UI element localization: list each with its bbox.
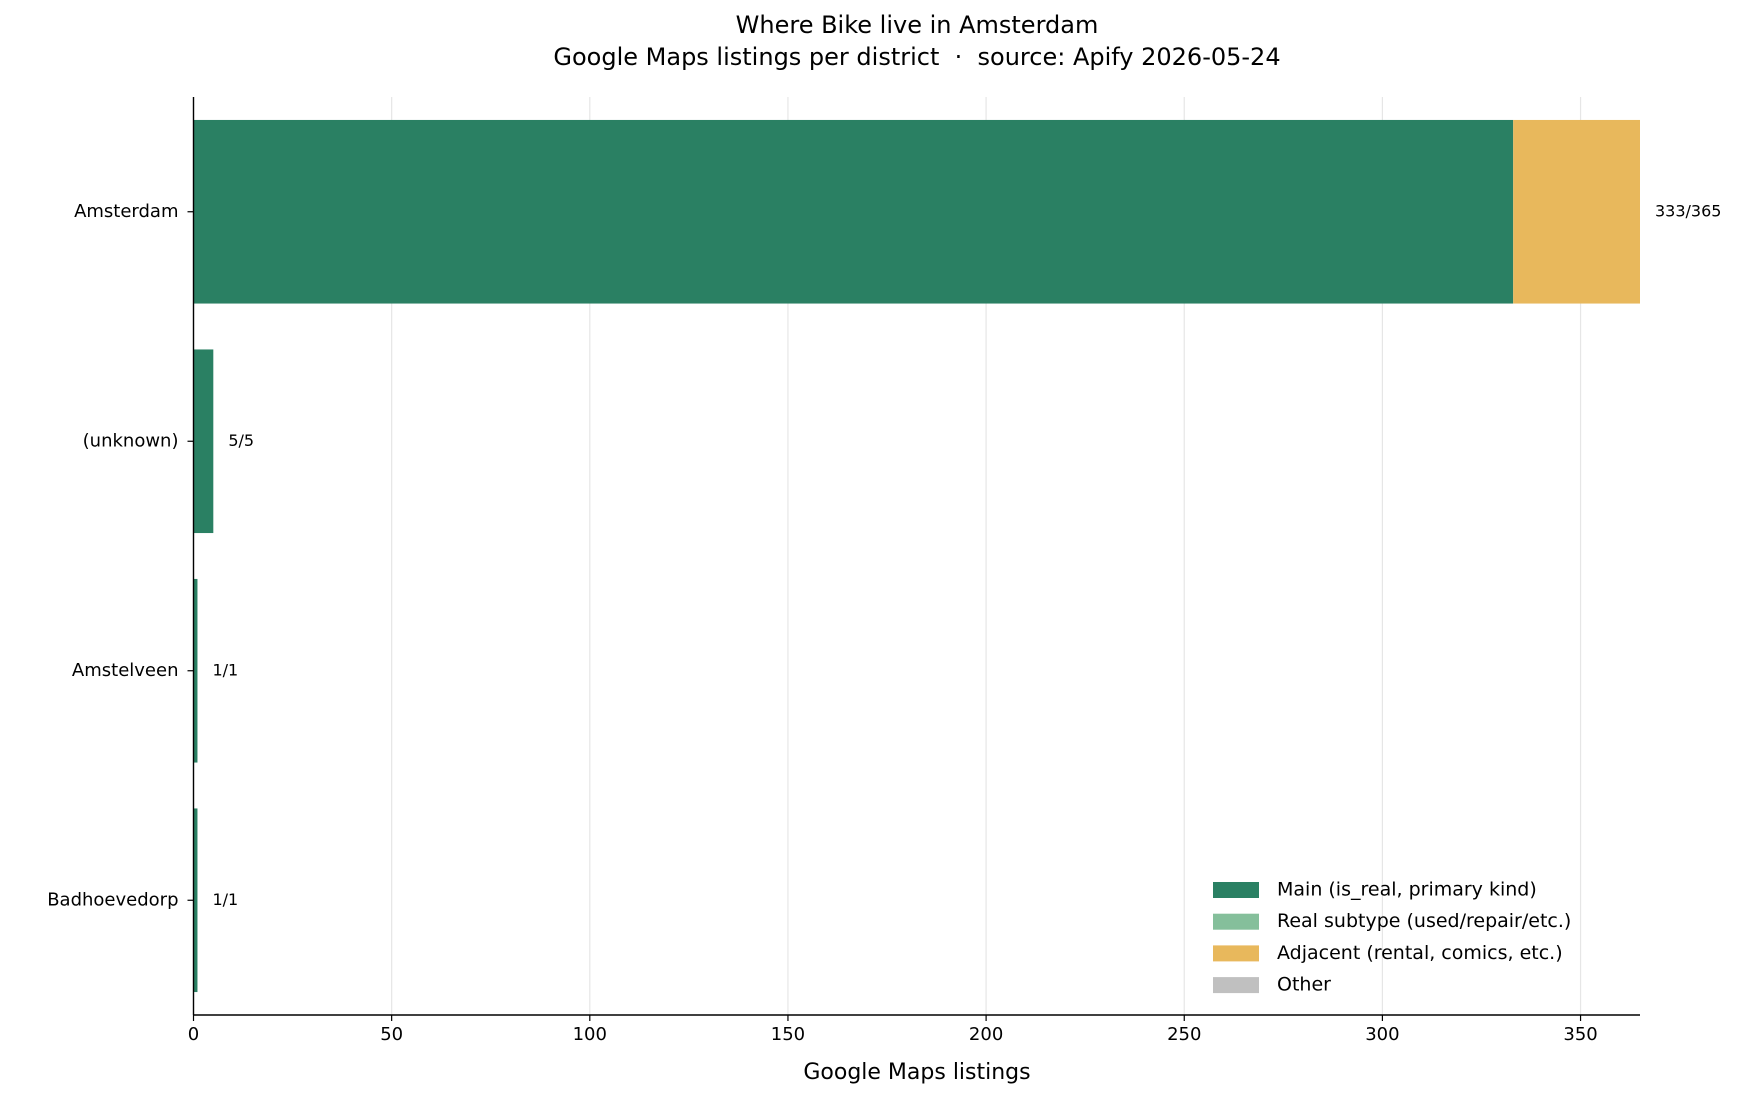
y-tick-label: (unknown) (83, 430, 179, 451)
legend-label: Main (is_real, primary kind) (1277, 879, 1537, 901)
bar-segment (193, 578, 198, 763)
x-tick-label: 250 (1167, 1024, 1201, 1045)
x-tick-label: 0 (188, 1024, 199, 1045)
legend-label: Adjacent (rental, comics, etc.) (1277, 942, 1563, 964)
x-tick-label: 300 (1365, 1024, 1399, 1045)
x-tick-label: 50 (380, 1024, 403, 1045)
x-tick-label: 200 (969, 1024, 1003, 1045)
bar-segment (193, 119, 1514, 304)
bar-label: 5/5 (228, 431, 254, 450)
legend-label: Other (1277, 974, 1331, 996)
x-tick-label: 150 (771, 1024, 805, 1045)
legend-label: Real subtype (used/repair/etc.) (1277, 910, 1571, 932)
bar-segment (1513, 119, 1640, 304)
x-tick-label: 100 (573, 1024, 607, 1045)
bar-segment (193, 808, 198, 993)
chart-title: Where Bike live in Amsterdam (736, 11, 1099, 39)
bar-label: 1/1 (212, 890, 238, 909)
x-tick-label: 350 (1563, 1024, 1597, 1045)
legend-swatch (1213, 977, 1259, 994)
legend-swatch (1213, 945, 1259, 962)
legend-swatch (1213, 913, 1259, 930)
legend-swatch (1213, 882, 1259, 898)
x-axis-label: Google Maps listings (803, 1060, 1030, 1085)
bar-label: 333/365 (1655, 201, 1721, 220)
y-tick-label: Amstelveen (72, 660, 179, 681)
bar-segment (193, 349, 214, 534)
chart-subtitle: Google Maps listings per district · sour… (553, 43, 1280, 71)
y-tick-label: Amsterdam (74, 201, 178, 222)
bar-label: 1/1 (212, 660, 238, 679)
y-tick-label: Badhoevedorp (47, 889, 178, 910)
